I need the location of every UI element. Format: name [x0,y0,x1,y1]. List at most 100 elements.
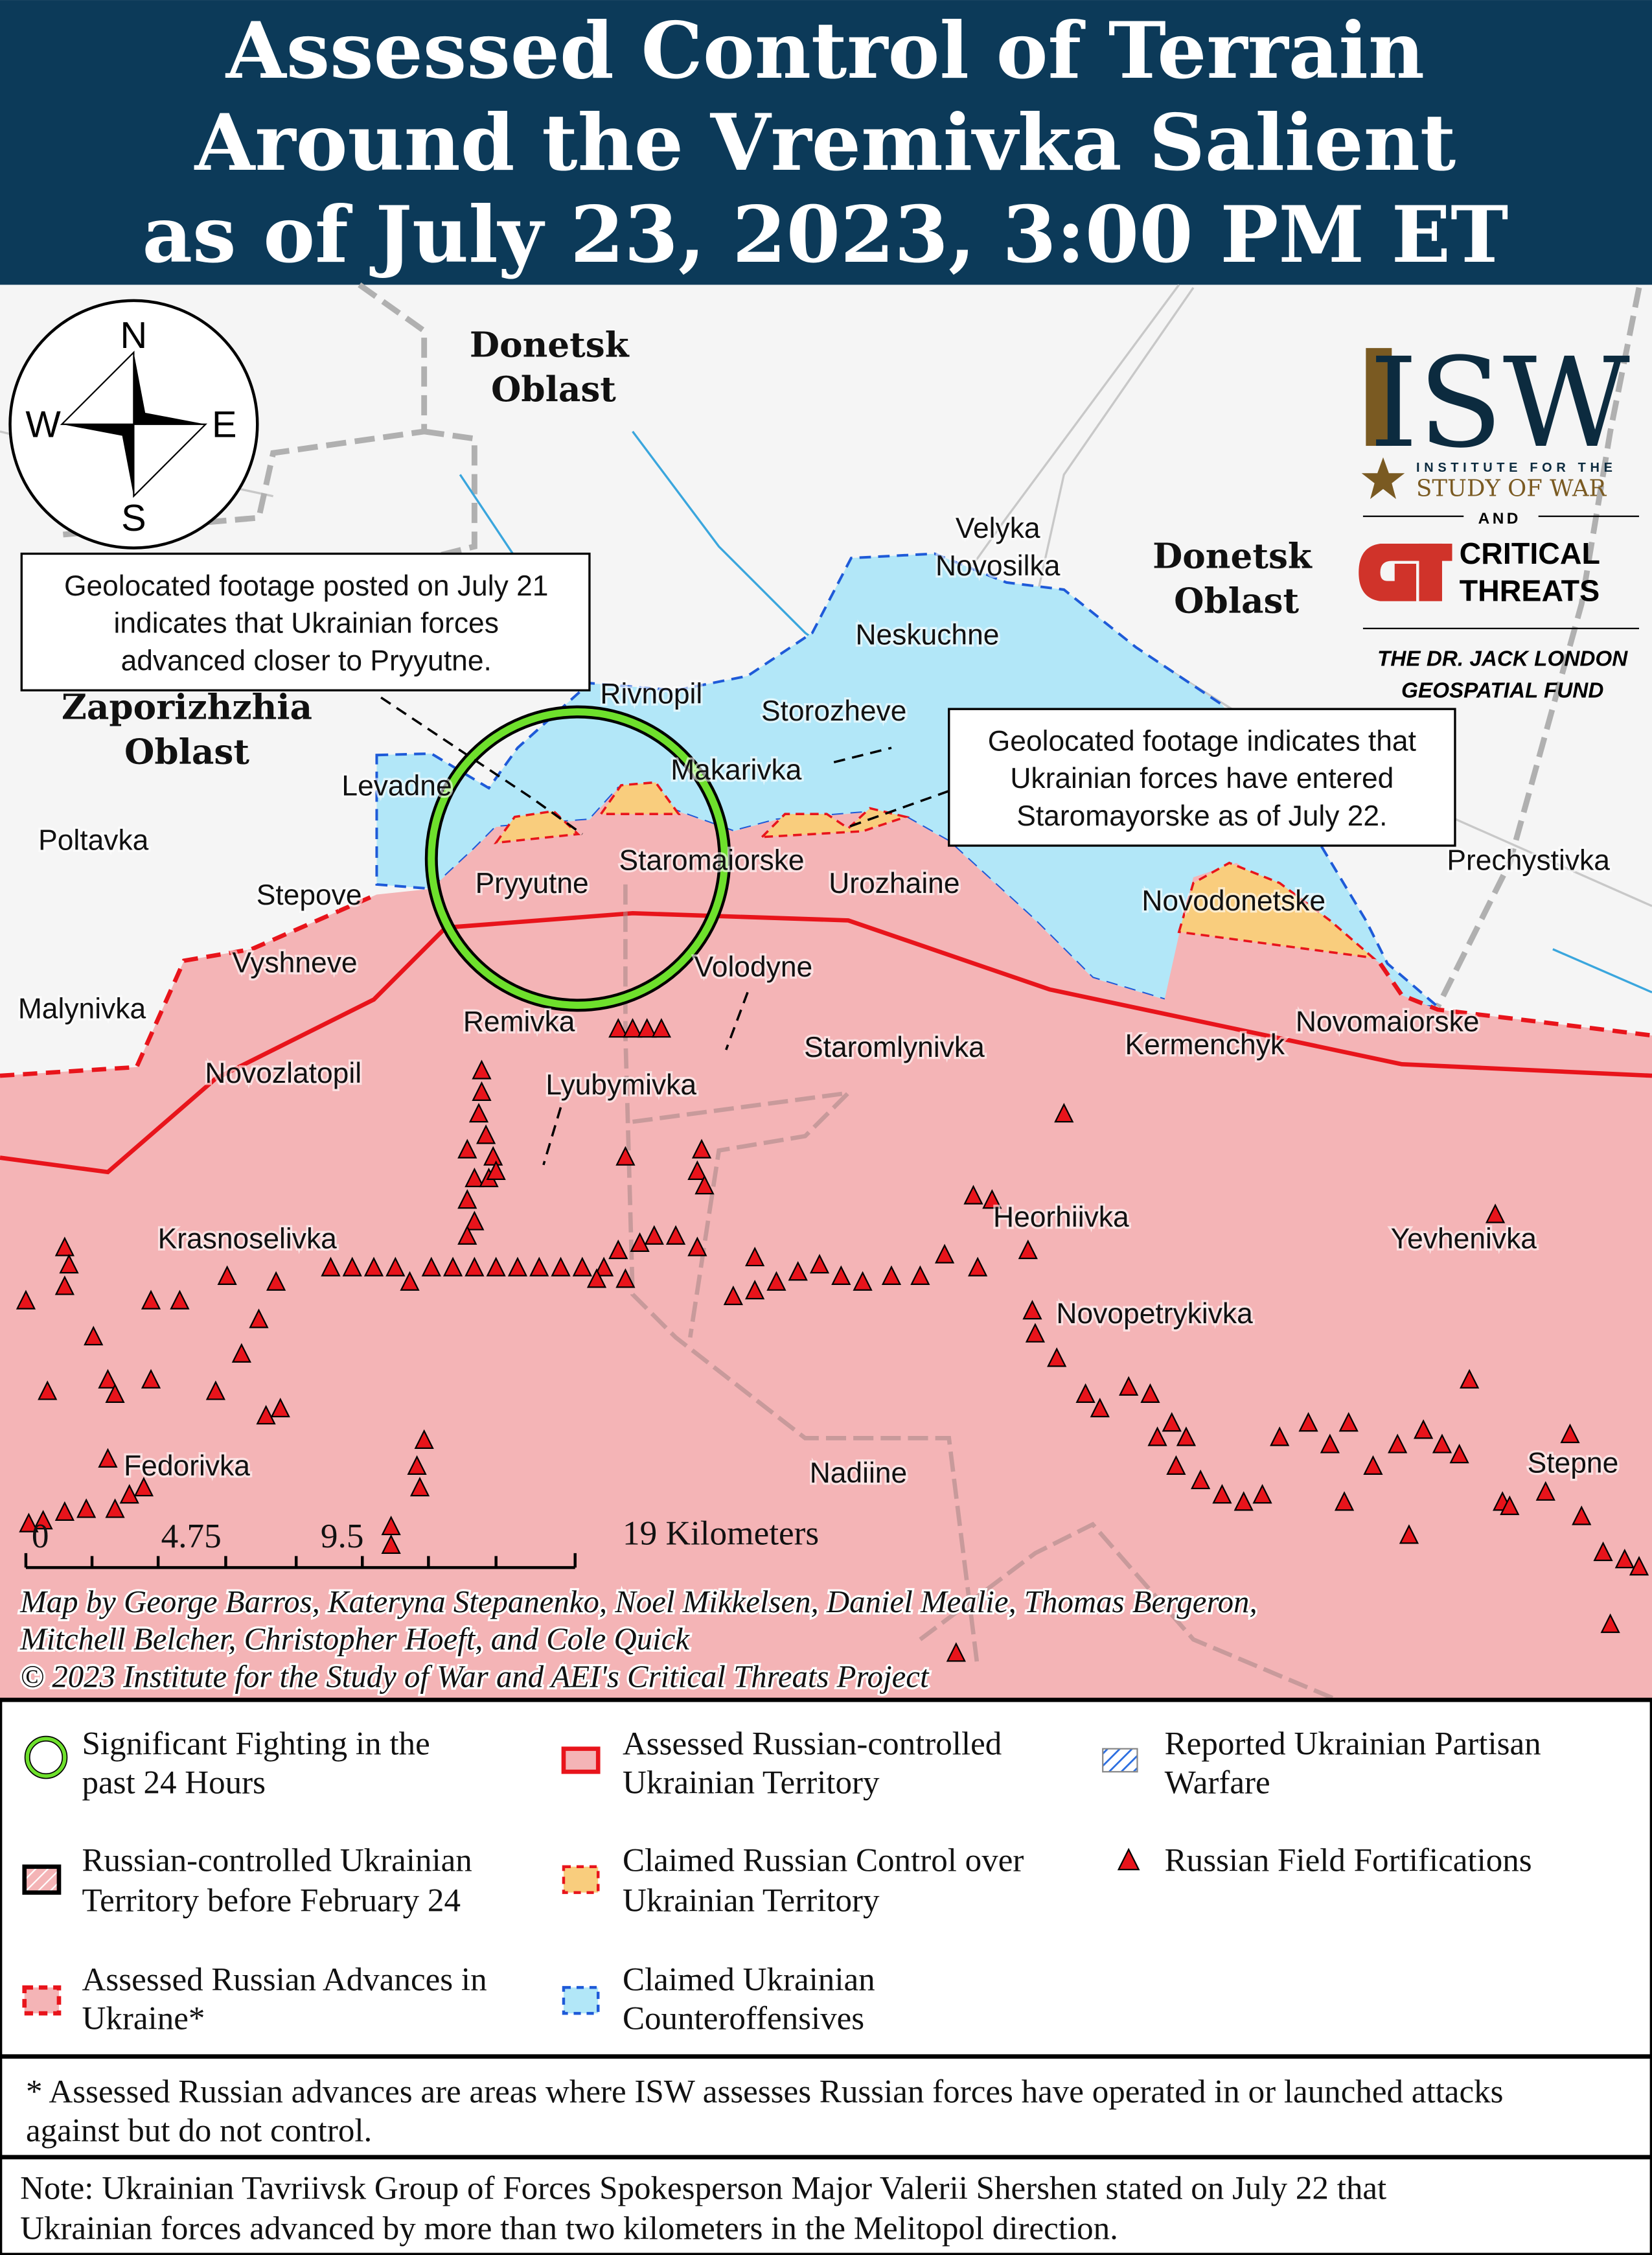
fortification-triangle [982,1189,1002,1209]
legend-label: Assessed Russian-controlled [623,1726,1002,1763]
isw-logo-bar [1366,348,1392,446]
fortification-triangle [1252,1484,1272,1504]
fortification-triangle [630,1232,650,1252]
ct-logo-text: CRITICAL [1460,537,1600,570]
settlement-label: Stepne [1528,1448,1619,1479]
fortification-triangle [468,1103,489,1123]
fortification-triangle [442,1256,463,1277]
legend-label: Ukrainian Territory [623,1765,880,1801]
fortification-triangle [1233,1491,1254,1511]
fortification-triangle [623,1018,643,1038]
fortification-triangle [608,1018,628,1038]
fortification-triangle [723,1285,743,1306]
settlement-label: Novozlatopil [205,1058,361,1089]
fortification-triangle [551,1256,571,1277]
fortification-triangle [934,1243,955,1264]
settlement-label: Volodyne [694,951,813,983]
fortification-triangle [483,1146,503,1166]
callout-text: indicates that Ukrainian forces [113,608,498,640]
fortification-triangle [594,1256,614,1277]
settlement-label: Rivnopil [600,678,702,710]
fortification-triangle [270,1397,290,1418]
fortification-triangle [853,1271,873,1291]
settlement-label: Staromlynivka [804,1032,985,1063]
settlement-label: Yevhenivka [1391,1223,1537,1255]
callout-text: Geolocated footage indicates that [988,726,1416,757]
fortification-triangle [1414,1419,1434,1439]
footnote-line: * Assessed Russian advances are areas wh… [26,2074,1504,2110]
fortification-triangle [1162,1412,1182,1432]
callout-leaders [380,696,950,1166]
fortification-triangle [1338,1412,1359,1432]
fortification-triangle [363,1256,384,1277]
fortification-triangle [98,1369,118,1389]
settlement-label: Novodonetske [1141,885,1325,917]
fortification-triangle [1500,1495,1520,1516]
legend-russian-advance-swatch [22,1985,62,2016]
fortification-triangle [476,1124,496,1144]
fortification-triangle [1629,1556,1649,1576]
fund-text: GEOSPATIAL FUND [1401,678,1603,702]
fortification-triangle [1140,1383,1160,1403]
fortification-triangle [1363,1455,1383,1475]
legend-label: Warfare [1165,1765,1270,1801]
fortification-triangle [1614,1548,1635,1569]
oblast-label: Donetsk [470,324,630,365]
fortification-triangle [1460,1369,1480,1389]
legend-label: Counteroffensives [623,2001,864,2037]
isw-study-text: STUDY OF WAR [1416,476,1607,502]
russian-field-fortifications [16,1018,1649,1662]
settlement-label: Urozhaine [829,868,959,899]
settlement-label: Kermenchyk [1125,1029,1285,1061]
settlement-label: Prechystivka [1447,845,1610,877]
fortification-triangle [572,1256,592,1277]
isw-ct-logo: ISW INSTITUTE FOR THE STUDY OF WAR AND C… [1359,332,1640,702]
fortification-triangle [1593,1541,1613,1562]
settlement-label: Lyubymivka [545,1069,696,1101]
credits-line: © 2023 Institute for the Study of War an… [20,1658,930,1694]
settlement-label: Novomaiorske [1296,1006,1480,1037]
legend: Significant Fighting in the past 24 Hour… [0,1697,1652,2059]
fortification-triangle [1485,1203,1506,1223]
fortification-triangle [486,1160,506,1181]
fortification-triangle [665,1225,686,1245]
legend-fortification-icon [1117,1847,1140,1871]
fortification-triangle [1018,1239,1038,1260]
fortification-triangle [407,1455,427,1475]
settlement-label: Makarivka [671,754,802,786]
fortification-triangle [465,1256,485,1277]
fortification-triangle [910,1265,930,1286]
fortification-triangle [644,1225,664,1245]
settlement-label: Neskuchne [855,619,999,651]
note-line: Note: Ukrainian Tavriivsk Group of Force… [20,2170,1386,2206]
oblast-label: Oblast [124,732,249,772]
legend-claimed-russian-swatch [562,1865,600,1894]
fortification-triangle [1119,1376,1139,1396]
fortification-triangle [54,1501,75,1521]
legend-russian-controlled-swatch [561,1746,601,1774]
fortification-triangle [1191,1469,1211,1490]
fortification-triangle [586,1268,607,1288]
map: Donetsk Oblast Donetsk Oblast Zaporizhzh… [0,282,1652,1702]
fortification-triangle [342,1256,362,1277]
fortification-triangle [963,1185,983,1205]
isw-institute-text: INSTITUTE FOR THE [1416,461,1617,475]
fortification-triangle [1075,1383,1096,1403]
fortification-triangle [19,1512,39,1532]
fortification-triangle [54,1275,75,1295]
credits-line: Map by George Barros, Kateryna Stepanenk… [19,1584,1257,1619]
fortification-triangle [457,1189,477,1209]
fortification-triangle [217,1265,237,1286]
fortification-triangle [205,1380,226,1400]
legend-label: Territory before February 24 [82,1883,461,1919]
legend-label: Ukraine* [82,2001,205,2037]
fortification-triangle [1166,1455,1186,1475]
fortification-triangle [651,1018,671,1038]
fortification-triangle [1535,1481,1555,1501]
settlement-label: Heorhiivka [993,1201,1129,1233]
fortification-triangle [831,1265,851,1286]
fortification-triangle [457,1139,477,1159]
fortification-triangle [84,1326,104,1346]
fortification-triangle [256,1405,276,1425]
